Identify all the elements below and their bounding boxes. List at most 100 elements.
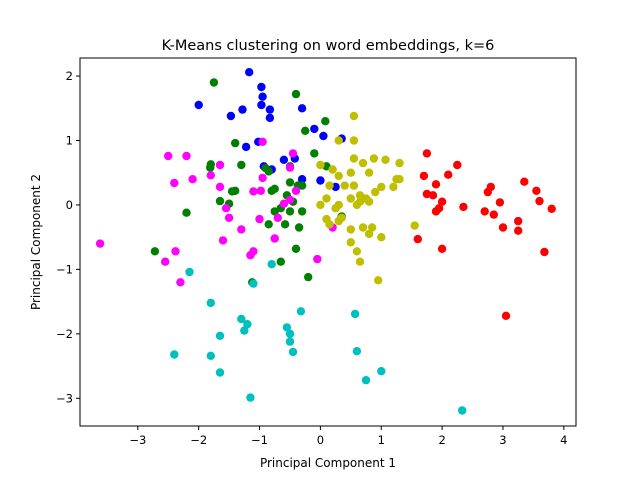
data-point [185, 267, 194, 277]
data-point [215, 368, 225, 377]
data-point [495, 198, 505, 207]
data-point [279, 155, 289, 164]
data-point [364, 197, 374, 206]
data-point [238, 105, 247, 114]
data-point [241, 142, 251, 152]
data-point [310, 124, 319, 134]
data-point [410, 221, 419, 230]
data-point [437, 197, 447, 206]
data-point [346, 194, 355, 203]
data-point [321, 117, 330, 126]
data-point [349, 111, 359, 121]
data-point [265, 113, 275, 123]
data-point [249, 187, 258, 196]
data-point [352, 347, 362, 356]
axes-frame [79, 57, 577, 427]
data-point [288, 347, 298, 357]
data-point [291, 186, 301, 195]
data-point [285, 178, 295, 187]
y-tick-label: −3 [56, 391, 73, 405]
data-point [95, 239, 105, 248]
data-point [285, 329, 295, 338]
data-point [258, 137, 267, 146]
data-point [296, 307, 306, 316]
data-point [150, 247, 160, 256]
data-point [395, 175, 404, 184]
data-point [206, 351, 215, 360]
data-point [364, 229, 374, 239]
data-point [459, 202, 468, 212]
data-point [291, 244, 301, 253]
data-point [319, 131, 328, 141]
data-point [453, 160, 462, 170]
data-point [255, 214, 264, 224]
data-point [279, 199, 289, 208]
data-point [535, 196, 544, 206]
data-point [316, 160, 325, 170]
data-point [215, 160, 225, 170]
data-point [258, 173, 267, 183]
data-point [282, 323, 292, 332]
data-point [346, 225, 355, 234]
data-point [301, 126, 310, 135]
y-tick-label: 2 [66, 69, 73, 83]
data-point [280, 220, 290, 229]
data-point [316, 176, 325, 185]
data-point [346, 238, 355, 247]
data-point [501, 311, 511, 320]
y-axis-label: Principal Component 2 [29, 174, 43, 310]
data-point [444, 170, 453, 179]
data-point [285, 337, 295, 346]
x-tick-label: −2 [190, 433, 207, 447]
data-point [358, 158, 368, 168]
data-point [352, 247, 362, 256]
data-point [520, 177, 529, 186]
y-tick-label: −1 [56, 262, 73, 276]
data-point [231, 186, 240, 195]
data-point [164, 151, 173, 161]
data-point [288, 149, 298, 158]
cluster-6-points [170, 260, 467, 415]
data-point [334, 216, 343, 226]
x-tick-label: −3 [129, 433, 146, 447]
x-tick-label: 0 [317, 433, 324, 447]
data-point [226, 111, 236, 121]
data-point [428, 191, 438, 200]
data-point [176, 278, 185, 287]
data-point [480, 207, 489, 216]
data-point [171, 247, 180, 256]
data-point [352, 200, 362, 210]
data-point [437, 244, 447, 253]
data-point [458, 406, 467, 415]
data-point [422, 149, 432, 158]
data-point [188, 175, 197, 184]
data-point [249, 247, 258, 256]
data-point [182, 151, 191, 161]
data-point [340, 181, 349, 190]
y-tick-label: 1 [66, 133, 73, 147]
data-point [294, 223, 304, 232]
data-point [364, 168, 374, 177]
data-point [540, 247, 549, 257]
data-point [265, 105, 275, 114]
data-point [270, 234, 279, 243]
data-point [395, 158, 404, 168]
data-point [532, 186, 541, 195]
data-point [349, 154, 359, 163]
data-point [514, 216, 523, 226]
x-axis-ticks: −3 −2 −1 0 1 2 3 4 [129, 426, 567, 447]
data-point [498, 223, 508, 232]
data-point [346, 168, 355, 177]
data-point [240, 326, 249, 335]
x-tick-label: 4 [560, 433, 567, 447]
data-point [349, 136, 359, 145]
data-point [297, 104, 307, 113]
data-point [355, 257, 365, 266]
data-point [325, 220, 334, 229]
data-point [313, 254, 322, 264]
data-point [381, 155, 390, 164]
data-point [182, 208, 191, 217]
